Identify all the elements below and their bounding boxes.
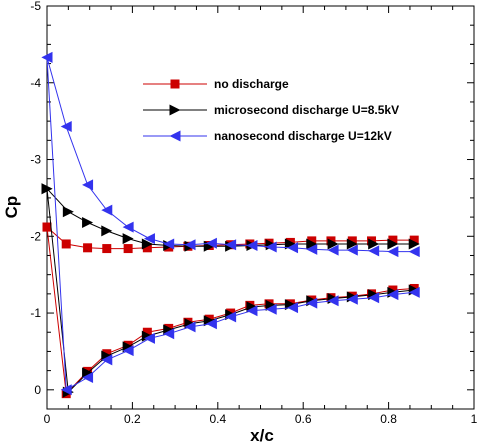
legend: no discharge microsecond discharge U=8.5k… (143, 77, 399, 143)
data-point-lower (287, 302, 299, 314)
data-point-upper (306, 238, 318, 250)
data-point-upper (82, 216, 94, 228)
x-tick-label: 0.4 (209, 412, 226, 426)
series-1 (41, 183, 420, 398)
data-point-lower (346, 293, 358, 305)
legend-marker (170, 79, 180, 89)
data-point-lower (101, 354, 113, 366)
legend-entry-1: microsecond discharge U=8.5kV (143, 103, 399, 117)
data-point-lower (184, 321, 196, 333)
y-axis-title: Cp (2, 196, 21, 219)
data-point-upper (287, 242, 299, 254)
x-tick-label: 0.6 (295, 412, 312, 426)
data-point-lower (203, 315, 215, 327)
data-point-lower (82, 372, 94, 384)
data-point-upper (408, 246, 420, 258)
data-point-lower (205, 318, 217, 330)
data-point-upper (60, 121, 72, 133)
series-layer (41, 51, 420, 399)
data-point-lower (42, 222, 52, 232)
data-point-upper (122, 233, 134, 245)
data-point-lower (306, 297, 318, 309)
data-point-upper (306, 243, 318, 255)
x-tick-label: 0.8 (380, 412, 397, 426)
data-point-lower (284, 299, 296, 311)
data-point-lower (265, 303, 277, 315)
data-point-lower (225, 311, 237, 323)
data-point-lower (408, 286, 420, 298)
data-point-upper (346, 244, 358, 256)
data-point-lower (368, 292, 380, 304)
data-point-upper (163, 238, 175, 250)
legend-marker (169, 104, 181, 116)
y-tick-label: -2 (30, 229, 41, 243)
data-point-lower (41, 183, 53, 195)
legend-label: no discharge (214, 77, 289, 91)
x-tick-label: 0 (44, 412, 51, 426)
x-axis-title: x/c (250, 426, 274, 444)
data-point-upper (327, 244, 339, 256)
data-point-lower (82, 367, 94, 379)
data-point-upper (388, 235, 398, 245)
legend-entry-2: nanosecond discharge U=12kV (143, 129, 392, 143)
data-point-upper (225, 239, 237, 251)
data-point-upper (142, 243, 152, 253)
data-point-upper (83, 243, 93, 253)
data-point-upper (143, 233, 155, 245)
data-point-lower (387, 289, 399, 301)
data-point-upper (346, 238, 358, 250)
data-point-upper (101, 204, 113, 216)
data-point-lower (141, 330, 153, 342)
data-point-lower (327, 295, 339, 307)
data-point-lower (122, 345, 134, 357)
x-tick-label: 0.2 (124, 412, 141, 426)
data-point-lower (41, 51, 53, 63)
data-point-upper (246, 239, 258, 251)
y-tick-label: -1 (30, 306, 41, 320)
data-point-upper (408, 238, 420, 250)
data-point-upper (184, 239, 196, 251)
data-point-lower (246, 305, 258, 317)
data-point-upper (409, 235, 419, 245)
data-point-upper (307, 236, 317, 246)
series-2 (41, 51, 420, 396)
y-tick-label: 0 (34, 383, 41, 397)
y-tick-label: -3 (30, 153, 41, 167)
data-point-upper (122, 221, 134, 233)
data-point-upper (102, 244, 112, 254)
y-tick-label: -5 (30, 0, 41, 13)
data-point-lower (163, 328, 175, 340)
legend-marker (169, 130, 181, 142)
data-point-upper (327, 238, 339, 250)
data-point-upper (62, 206, 74, 218)
data-point-upper (265, 241, 277, 253)
series-line-lower (46, 188, 415, 394)
data-point-upper (284, 238, 296, 250)
series-line-upper (46, 188, 415, 247)
data-point-lower (143, 332, 155, 344)
data-point-upper (61, 239, 71, 249)
data-point-upper (347, 236, 357, 246)
data-point-upper (387, 238, 399, 250)
data-point-upper (387, 246, 399, 258)
data-point-upper (82, 179, 94, 191)
data-point-upper (205, 237, 217, 249)
data-point-upper (101, 225, 113, 237)
legend-entry-0: no discharge (143, 77, 289, 91)
legend-label: microsecond discharge U=8.5kV (214, 103, 399, 117)
data-point-lower (142, 327, 152, 337)
axes: 0 0.2 0.4 0.6 0.8 1 -5 -4 -3 -2 -1 0 (30, 0, 477, 426)
y-tick-label: -4 (30, 76, 41, 90)
data-point-upper (141, 238, 153, 250)
data-point-upper (368, 238, 380, 250)
x-tick-label: 1 (471, 412, 478, 426)
data-point-lower (60, 384, 72, 396)
data-point-upper (368, 245, 380, 257)
legend-label: nanosecond discharge U=12kV (214, 129, 392, 143)
data-point-upper (123, 244, 133, 254)
